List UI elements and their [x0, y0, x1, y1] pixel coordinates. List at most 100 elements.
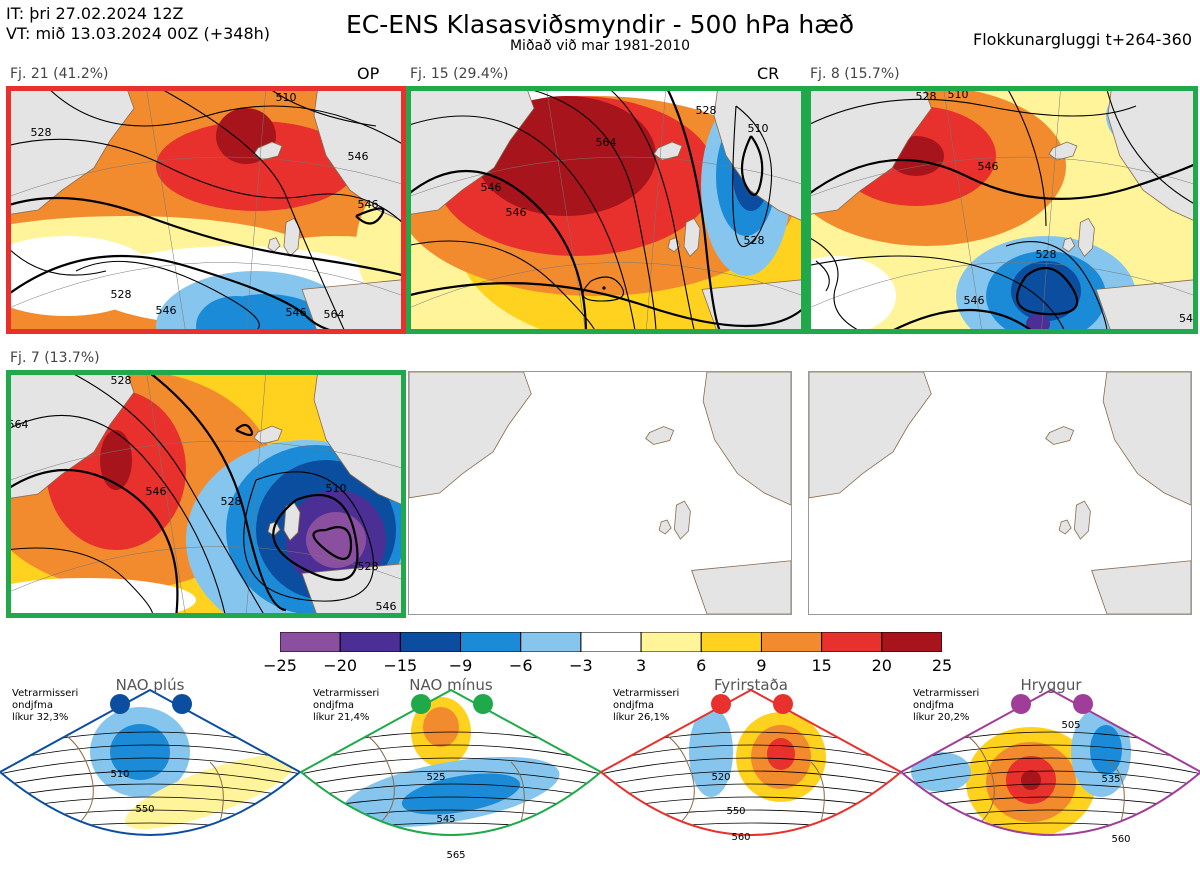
contour-label: 528 — [358, 560, 379, 573]
regime-contour-label: 545 — [436, 814, 455, 825]
colorbar-tick-label: −15 — [383, 656, 418, 675]
regime-contour-label: 560 — [1111, 834, 1130, 845]
contour-label: 546 — [146, 485, 167, 498]
colorbar-tick-label: 6 — [696, 656, 707, 675]
contour-label: 528 — [1036, 248, 1057, 261]
colorbar-tick-label: −3 — [569, 656, 593, 675]
contour-label: 528 — [221, 495, 242, 508]
colorbar-swatch — [399, 631, 462, 653]
regime-contour-label: 565 — [446, 850, 465, 861]
issue-time: IT: þri 27.02.2024 12Z — [6, 4, 184, 23]
graticule — [6, 86, 406, 334]
contour-label: 510 — [276, 91, 297, 104]
contour-label: 546 — [978, 160, 999, 173]
colorbar-tick-label: −20 — [323, 656, 358, 675]
contour-label: 546 — [376, 600, 397, 613]
empty-map-2 — [808, 371, 1192, 615]
contour-label: 546 — [348, 150, 369, 163]
regime-fan: 505 535 560 — [899, 688, 1200, 845]
colorbar-swatch — [580, 631, 642, 653]
regime-contour-label: 550 — [726, 806, 745, 817]
contour-label: 546 — [506, 206, 527, 219]
cluster-3-map: 528 510 546 528 546 54 — [806, 86, 1198, 334]
cluster-2-map: 564 546 528 510 528 546 — [406, 86, 806, 334]
cluster-4-map: 528 546 528 510 528 546 564 — [6, 370, 406, 618]
height-contours — [6, 86, 406, 334]
land — [806, 86, 1198, 334]
contour-label: 546 — [481, 181, 502, 194]
classification-window: Flokkunargluggi t+264-360 — [973, 30, 1192, 49]
height-contours — [806, 86, 1198, 334]
contour-label: 546 — [358, 198, 379, 211]
contour-label: 510 — [948, 88, 969, 101]
colorbar-tick-label: 25 — [931, 656, 953, 675]
cluster-1-map: 528 546 510 528 546 546 546 564 — [6, 86, 406, 334]
regime-marker — [1073, 694, 1093, 714]
contour-label: 546 — [156, 304, 177, 317]
cluster-4-label: Fj. 7 (13.7%) — [10, 350, 100, 366]
colorbar-swatch — [881, 631, 943, 653]
land — [6, 86, 406, 334]
page-subtitle: Miðað við mar 1981-2010 — [509, 38, 691, 54]
contour-label: 528 — [111, 374, 132, 387]
cluster-2-label: Fj. 15 (29.4%) — [410, 66, 509, 82]
cluster-frame — [6, 86, 406, 334]
colorbar-swatch — [339, 631, 401, 653]
graticule — [6, 370, 406, 618]
regime-fan: 520 550 560 — [599, 688, 903, 843]
land — [409, 372, 791, 614]
regime-marker — [411, 694, 431, 714]
cluster-3-label: Fj. 8 (15.7%) — [810, 66, 900, 82]
colorbar-tick-label: 15 — [811, 656, 832, 675]
contour-label: 510 — [326, 482, 347, 495]
regime-fan: 510 550 — [0, 688, 302, 836]
colorbar-tick-label: −25 — [263, 656, 297, 675]
contour-label: 564 — [324, 308, 345, 321]
contour-label: 546 — [286, 306, 307, 319]
cluster-frame — [6, 370, 406, 618]
colorbar-swatch — [760, 631, 823, 653]
colorbar — [279, 631, 943, 653]
run-info: IT: þri 27.02.2024 12Z VT: mið 13.03.202… — [6, 4, 270, 44]
graticule — [406, 86, 806, 334]
contour-label: 528 — [744, 234, 765, 247]
contour-label: 546 — [964, 294, 985, 307]
colorbar-tick-label: 3 — [635, 656, 647, 675]
regime-contour-label: 510 — [110, 769, 129, 780]
page-title: EC-ENS Klasasviðsmyndir - 500 hPa hæð — [345, 10, 855, 39]
contour-label: 510 — [748, 122, 769, 135]
land — [809, 372, 1191, 614]
cluster-1-tag: OP — [357, 64, 380, 83]
colorbar-swatch — [700, 631, 762, 653]
colorbar-swatch — [279, 631, 341, 653]
contour-label: 564 — [596, 136, 617, 149]
contour-label: 564 — [8, 418, 29, 431]
cluster-1-label: Fj. 21 (41.2%) — [10, 66, 109, 82]
colorbar-labels: −25 −20 −15 −9 −6 −3 3 6 9 15 20 25 — [263, 656, 952, 676]
regime-contour-label: 525 — [426, 772, 445, 783]
regime-contour-label: 535 — [1101, 774, 1120, 785]
height-contours — [6, 370, 375, 618]
colorbar-tick-label: 20 — [871, 656, 892, 675]
contour-label: 528 — [916, 90, 937, 103]
regime-marker — [1011, 694, 1031, 714]
contour-label: 54 — [1179, 312, 1193, 325]
weather-regimes: 510 550 525 545 565 520 550 560 505 535 560 — [0, 672, 1200, 871]
valid-time: VT: mið 13.03.2024 00Z (+348h) — [6, 24, 271, 43]
colorbar-tick-label: −9 — [448, 656, 473, 675]
regime-marker — [773, 694, 793, 714]
graticule — [806, 86, 1198, 334]
regime-contour-label: 560 — [731, 832, 750, 843]
colorbar-swatch — [821, 631, 883, 653]
colorbar-swatch — [460, 631, 522, 653]
contour-label: 528 — [31, 126, 52, 139]
regime-marker — [172, 694, 192, 714]
cluster-frame — [806, 86, 1198, 334]
contour-label: 528 — [111, 288, 132, 301]
regime-marker — [473, 694, 493, 714]
colorbar-swatch — [520, 631, 582, 653]
regime-contour-label: 505 — [1061, 720, 1080, 731]
contour-label: 528 — [696, 104, 717, 117]
regime-marker — [110, 694, 130, 714]
colorbar-swatch — [640, 631, 702, 653]
